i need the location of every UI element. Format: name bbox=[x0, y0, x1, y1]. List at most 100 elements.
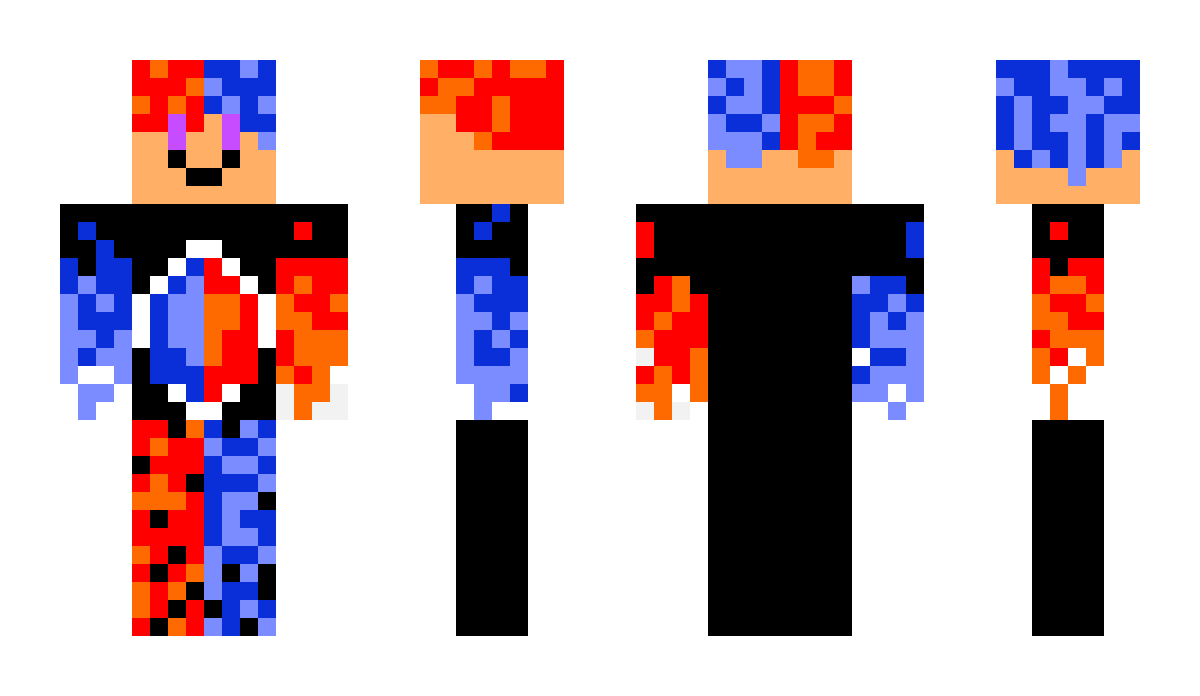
pixel bbox=[834, 618, 852, 636]
pixel bbox=[762, 204, 780, 222]
pixel bbox=[456, 294, 474, 312]
pixel bbox=[996, 132, 1014, 150]
pixel bbox=[150, 402, 168, 420]
pixel bbox=[636, 294, 654, 312]
pixel bbox=[1122, 132, 1140, 150]
pixel bbox=[186, 348, 204, 366]
pixel bbox=[798, 402, 816, 420]
pixel bbox=[762, 60, 780, 78]
pixel bbox=[1086, 204, 1104, 222]
pixel bbox=[258, 276, 276, 294]
pixel bbox=[708, 582, 726, 600]
pixel bbox=[276, 402, 294, 420]
pixel bbox=[726, 132, 744, 150]
pixel bbox=[780, 618, 798, 636]
pixel bbox=[222, 240, 240, 258]
pixel bbox=[834, 348, 852, 366]
pixel bbox=[204, 240, 222, 258]
pixel bbox=[132, 492, 150, 510]
pixel bbox=[816, 132, 834, 150]
pixel bbox=[222, 600, 240, 618]
pixel bbox=[708, 240, 726, 258]
pixel bbox=[780, 312, 798, 330]
pixel bbox=[312, 294, 330, 312]
pixel bbox=[672, 312, 690, 330]
pixel bbox=[186, 312, 204, 330]
pixel bbox=[654, 384, 672, 402]
pixel bbox=[726, 186, 744, 204]
pixel bbox=[834, 276, 852, 294]
pixel bbox=[762, 384, 780, 402]
pixel bbox=[240, 294, 258, 312]
pixel bbox=[762, 618, 780, 636]
pixel bbox=[852, 294, 870, 312]
pixel bbox=[204, 204, 222, 222]
pixel bbox=[798, 528, 816, 546]
pixel bbox=[114, 330, 132, 348]
pixel bbox=[474, 96, 492, 114]
pixel bbox=[672, 384, 690, 402]
pixel bbox=[204, 366, 222, 384]
pixel bbox=[456, 618, 474, 636]
pixel bbox=[780, 456, 798, 474]
pixel bbox=[546, 96, 564, 114]
pixel bbox=[672, 402, 690, 420]
pixel bbox=[240, 474, 258, 492]
pixel bbox=[150, 456, 168, 474]
pixel bbox=[1032, 150, 1050, 168]
pixel bbox=[1050, 582, 1068, 600]
pixel bbox=[456, 330, 474, 348]
pixel bbox=[1050, 186, 1068, 204]
pixel bbox=[1032, 60, 1050, 78]
pixel bbox=[1014, 114, 1032, 132]
pixel bbox=[1032, 258, 1050, 276]
pixel bbox=[186, 510, 204, 528]
pixel bbox=[726, 438, 744, 456]
pixel bbox=[780, 168, 798, 186]
pixel bbox=[762, 186, 780, 204]
pixel bbox=[906, 276, 924, 294]
pixel bbox=[474, 168, 492, 186]
pixel bbox=[132, 618, 150, 636]
pixel bbox=[186, 276, 204, 294]
pixel bbox=[852, 276, 870, 294]
pixel bbox=[204, 330, 222, 348]
pixel bbox=[780, 222, 798, 240]
pixel bbox=[168, 366, 186, 384]
pixel bbox=[816, 618, 834, 636]
pixel bbox=[762, 168, 780, 186]
pixel bbox=[186, 528, 204, 546]
pixel bbox=[834, 168, 852, 186]
pixel bbox=[654, 276, 672, 294]
pixel bbox=[1050, 546, 1068, 564]
pixel bbox=[1032, 510, 1050, 528]
pixel bbox=[474, 294, 492, 312]
pixel bbox=[546, 150, 564, 168]
pixel bbox=[186, 240, 204, 258]
pixel bbox=[150, 150, 168, 168]
pixel bbox=[510, 168, 528, 186]
pixel bbox=[654, 330, 672, 348]
pixel bbox=[726, 402, 744, 420]
pixel bbox=[204, 546, 222, 564]
pixel bbox=[780, 366, 798, 384]
pixel bbox=[492, 474, 510, 492]
pixel bbox=[168, 438, 186, 456]
pixel bbox=[726, 384, 744, 402]
pixel bbox=[456, 222, 474, 240]
pixel bbox=[1050, 510, 1068, 528]
pixel bbox=[330, 258, 348, 276]
pixel bbox=[1032, 312, 1050, 330]
pixel bbox=[132, 348, 150, 366]
pixel bbox=[510, 258, 528, 276]
pixel bbox=[1086, 78, 1104, 96]
pixel bbox=[1014, 78, 1032, 96]
pixel bbox=[186, 60, 204, 78]
pixel bbox=[870, 366, 888, 384]
pixel bbox=[474, 330, 492, 348]
pixel bbox=[654, 402, 672, 420]
pixel bbox=[168, 492, 186, 510]
pixel bbox=[1086, 96, 1104, 114]
pixel bbox=[1050, 438, 1068, 456]
pixel bbox=[1086, 546, 1104, 564]
